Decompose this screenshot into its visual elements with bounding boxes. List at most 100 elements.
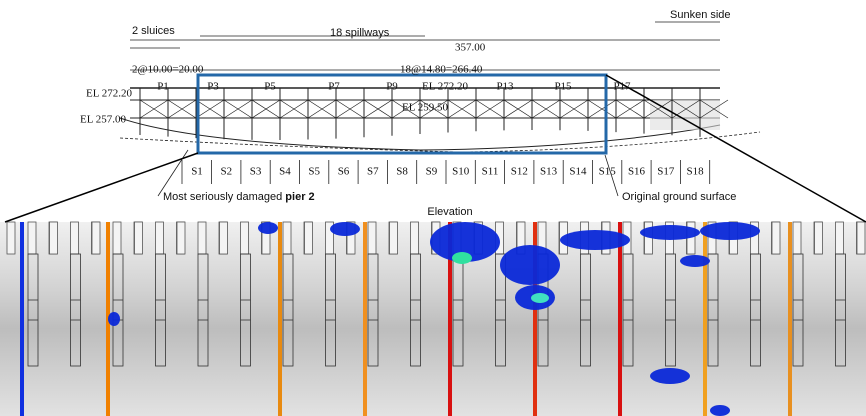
elevation-label: EL 272.20 <box>86 88 133 100</box>
truss <box>224 100 252 118</box>
damage-zone <box>108 312 120 326</box>
truss <box>280 100 308 118</box>
truss <box>308 100 336 118</box>
span-label: S8 <box>396 166 408 178</box>
pier-label: P15 <box>554 81 572 93</box>
pier-outline <box>177 222 185 254</box>
label: 2 sluices <box>132 25 175 37</box>
span-label: S1 <box>191 166 203 178</box>
damage-band <box>278 222 282 416</box>
damage-zone <box>531 293 549 303</box>
truss <box>504 100 532 118</box>
span-label: S7 <box>367 166 379 178</box>
pier-outline <box>241 222 249 254</box>
elevation-label: EL 272.20 <box>422 81 469 93</box>
pier-outline <box>198 222 206 254</box>
truss <box>532 100 560 118</box>
pier-label: P3 <box>207 81 219 93</box>
pier-outline <box>836 222 844 254</box>
pier-outline <box>135 222 143 254</box>
pier-label: P5 <box>264 81 276 93</box>
truss <box>196 100 224 118</box>
truss <box>336 100 364 118</box>
pier-label: P7 <box>328 81 340 93</box>
span-label: S4 <box>279 166 291 178</box>
caption: Elevation <box>427 206 472 218</box>
pier-outline <box>305 222 313 254</box>
span-label: S10 <box>452 166 470 178</box>
span-label: S6 <box>338 166 350 178</box>
truss <box>560 100 588 118</box>
truss <box>616 100 644 118</box>
pier-label: P1 <box>157 81 169 93</box>
pier-outline <box>28 222 36 254</box>
pier-outline <box>113 222 121 254</box>
truss <box>364 100 392 118</box>
annotation: Most seriously damaged pier 2 <box>163 191 315 203</box>
pier-outline <box>50 222 58 254</box>
span-label: S14 <box>569 166 587 178</box>
damage-zone <box>500 245 560 285</box>
truss <box>588 100 616 118</box>
span-label: S3 <box>250 166 262 178</box>
span-label: S11 <box>482 166 499 178</box>
pier-outline <box>156 222 164 254</box>
damage-band <box>363 222 367 416</box>
zoom-box <box>198 75 606 153</box>
damage-zone <box>680 255 710 267</box>
pier-label: P13 <box>496 81 514 93</box>
pier-outline <box>71 222 79 254</box>
truss <box>476 100 504 118</box>
span-label: S2 <box>220 166 232 178</box>
span-label: S18 <box>687 166 705 178</box>
pier-outline <box>7 222 15 254</box>
annotation: Original ground surface <box>622 191 736 203</box>
pier-outline <box>283 222 291 254</box>
elevation-label: EL 257.00 <box>80 114 127 126</box>
pier-outline <box>411 222 419 254</box>
pier-outline <box>92 222 100 254</box>
damage-band <box>703 222 707 416</box>
span-label: S17 <box>657 166 675 178</box>
pier-outline <box>368 222 376 254</box>
pier-outline <box>815 222 823 254</box>
label: Sunken side <box>670 9 731 21</box>
annotation-text: Most seriously damaged <box>163 191 282 203</box>
pier-outline <box>772 222 780 254</box>
damage-band <box>20 222 24 416</box>
figure: 2 sluices 18 spillways Sunken side 357.0… <box>0 0 866 416</box>
damage-band <box>618 222 622 416</box>
pier-outline <box>390 222 398 254</box>
span-label: S12 <box>511 166 528 178</box>
span-label: S15 <box>599 166 617 178</box>
zoom-line <box>5 153 198 222</box>
damage-zone <box>330 222 360 236</box>
pier-outline <box>857 222 865 254</box>
dimension: 2@10.00=20.00 <box>132 64 204 76</box>
truss <box>168 100 196 118</box>
damage-zone <box>560 230 630 250</box>
label: 18 spillways <box>330 27 390 39</box>
truss <box>252 100 280 118</box>
dimension: 18@14.80=266.40 <box>400 64 483 76</box>
damage-zone <box>452 252 472 264</box>
pier-label: P17 <box>613 81 631 93</box>
elevation-label: EL 259.50 <box>402 102 449 114</box>
span-label: S16 <box>628 166 646 178</box>
pier-outline <box>793 222 801 254</box>
truss <box>140 100 168 118</box>
damage-zone <box>710 405 730 416</box>
damage-band <box>788 222 792 416</box>
span-label: S13 <box>540 166 558 178</box>
dimension: 357.00 <box>455 42 486 54</box>
span-label: S9 <box>426 166 438 178</box>
annotation-text: pier 2 <box>285 191 314 203</box>
damage-zone <box>650 368 690 384</box>
damage-zone <box>640 225 700 240</box>
truss <box>448 100 476 118</box>
damage-zone <box>258 222 278 234</box>
pier-outline <box>220 222 228 254</box>
damage-zone <box>700 222 760 240</box>
pier-label: P9 <box>386 81 398 93</box>
span-label: S5 <box>308 166 320 178</box>
